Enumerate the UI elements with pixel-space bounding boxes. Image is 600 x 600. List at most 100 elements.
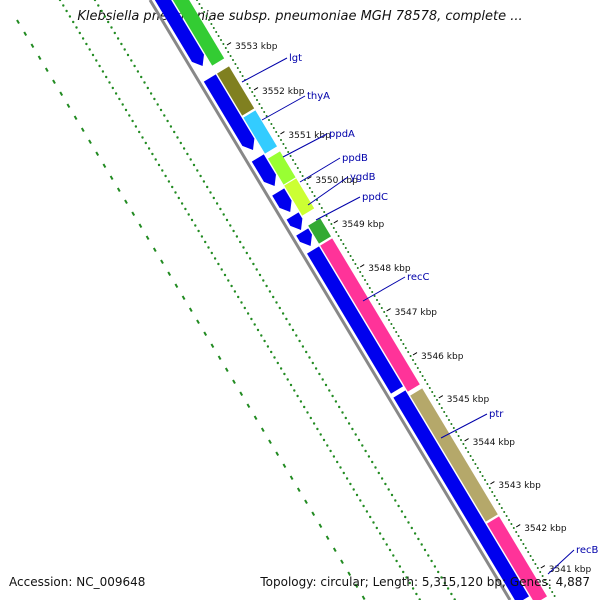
cds-arrow-top[interactable] — [151, 0, 204, 66]
ruler-dot — [289, 155, 292, 157]
label-leader — [299, 157, 341, 183]
gc-dot — [75, 26, 78, 29]
gc-dot — [124, 108, 128, 112]
tick-mark — [280, 131, 285, 135]
label-leader — [547, 549, 575, 575]
ruler-dot — [551, 591, 554, 593]
gc-dot — [387, 488, 390, 491]
gc-skew-dash — [260, 427, 265, 432]
cds-arrow[interactable] — [296, 228, 312, 246]
gc-skew-dash — [275, 451, 280, 456]
ruler-dot — [270, 123, 273, 125]
gc-skew-dash — [131, 211, 136, 216]
cds-arrow[interactable] — [251, 154, 276, 186]
ruler-dot — [342, 243, 345, 245]
tick-mark — [540, 565, 546, 569]
ruler-dot — [227, 51, 230, 53]
gene-recC[interactable] — [320, 238, 420, 392]
ruler-dot — [287, 151, 290, 153]
gene-ygdB[interactable] — [284, 178, 315, 216]
gc-skew-dash — [318, 523, 323, 528]
cds-arrow[interactable] — [272, 188, 292, 212]
ruler-dot — [210, 23, 213, 25]
gene-label-ppdB[interactable]: ppdB — [342, 153, 368, 164]
gene-ptr[interactable] — [410, 388, 498, 522]
gene-lgt[interactable] — [216, 66, 255, 116]
tick-label: 3546 kbp — [421, 352, 464, 362]
gc-dot — [153, 97, 156, 101]
gc-dot — [232, 229, 235, 233]
ruler-dot — [198, 3, 201, 5]
ruler-dot — [349, 255, 352, 257]
ruler-dot — [344, 247, 347, 249]
gene-label-ppdA[interactable]: ppdA — [329, 129, 355, 140]
ruler-dot — [318, 203, 321, 205]
ruler-dot — [215, 31, 218, 33]
cds-block[interactable] — [306, 246, 404, 394]
gc-dot — [167, 180, 171, 183]
gene-label-thyA[interactable]: thyA — [307, 91, 330, 102]
gc-skew-dash — [145, 235, 150, 240]
gc-dot — [136, 70, 140, 73]
ruler-dot — [426, 383, 429, 385]
gc-dot — [272, 295, 275, 299]
gene-thyA[interactable] — [243, 110, 278, 154]
gc-dot — [131, 119, 134, 123]
gc-dot — [329, 449, 332, 453]
ruler-dot — [539, 571, 542, 573]
gc-skew-dash — [196, 319, 200, 324]
gene-top-green[interactable] — [169, 0, 225, 66]
gc-dot — [174, 191, 177, 194]
ruler-dot — [373, 295, 376, 297]
gene-ppdA[interactable] — [267, 151, 296, 185]
ruler-dot — [282, 143, 285, 145]
gc-skew-dash — [239, 391, 244, 396]
gc-skew-dash — [80, 127, 85, 132]
gene-ppdC[interactable] — [308, 218, 332, 244]
label-leader — [241, 57, 288, 83]
ruler-dot — [294, 163, 297, 165]
gene-label-recC[interactable]: recC — [407, 272, 430, 283]
gc-dot — [433, 565, 437, 568]
ruler-dot — [395, 331, 398, 333]
ruler-dot — [220, 39, 222, 41]
tick-label: 3550 kbp — [315, 176, 358, 186]
gc-dot — [126, 53, 130, 57]
ruler-dot — [553, 595, 556, 597]
gene-recB[interactable] — [486, 516, 548, 600]
cds-arrow[interactable] — [286, 212, 303, 230]
gc-dot — [171, 185, 174, 189]
tick-mark — [490, 481, 495, 485]
gc-dot — [281, 312, 285, 315]
gc-dot — [140, 75, 143, 79]
gc-dot — [382, 537, 385, 541]
ruler-dot — [234, 63, 237, 65]
tick-label: 3544 kbp — [473, 438, 516, 448]
gene-label-recB[interactable]: recB — [576, 545, 599, 556]
ruler-dot — [284, 147, 287, 149]
gc-dot — [149, 92, 153, 95]
gene-label-lgt[interactable]: lgt — [289, 53, 302, 64]
tick-mark — [253, 87, 259, 91]
ruler-dot — [268, 119, 270, 121]
gc-dot — [289, 383, 293, 387]
ruler-dot — [236, 67, 239, 69]
gc-dot — [336, 460, 339, 464]
gc-skew-dash — [124, 199, 128, 204]
gc-dot — [187, 213, 190, 216]
ruler-dot — [445, 415, 448, 417]
gc-dot — [262, 279, 265, 282]
gene-label-ptr[interactable]: ptr — [489, 409, 504, 420]
ruler-dot — [251, 91, 254, 93]
gc-dot — [105, 75, 108, 79]
ruler-dot — [508, 519, 510, 521]
ruler-dot — [368, 287, 371, 289]
gene-label-ygdB[interactable]: ygdB — [350, 172, 376, 183]
tick-mark — [438, 395, 444, 399]
gc-dot — [246, 312, 250, 315]
gc-dot — [321, 378, 324, 381]
cds-arrow[interactable] — [203, 74, 255, 150]
gene-label-ppdC[interactable]: ppdC — [362, 192, 388, 203]
cds-block[interactable] — [393, 390, 530, 600]
